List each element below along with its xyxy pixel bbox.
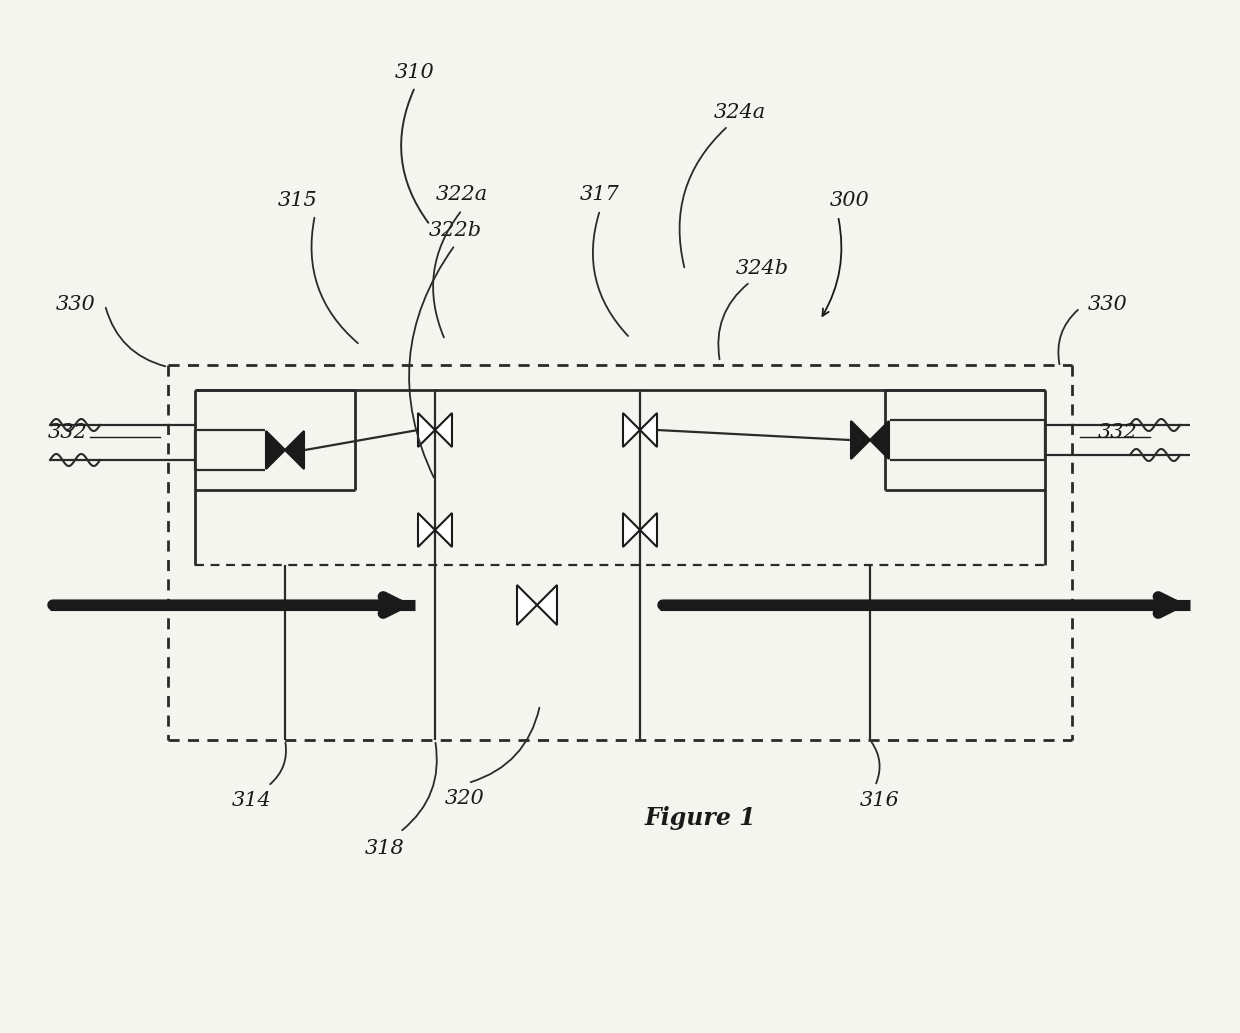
Text: 317: 317 [580, 186, 620, 205]
Polygon shape [640, 513, 657, 547]
Polygon shape [418, 413, 435, 447]
Polygon shape [517, 585, 537, 625]
Polygon shape [435, 413, 453, 447]
Text: 322b: 322b [429, 220, 481, 240]
Text: 322a: 322a [436, 186, 489, 205]
Text: 330: 330 [1089, 295, 1128, 314]
Polygon shape [435, 513, 453, 547]
Text: Figure 1: Figure 1 [645, 806, 756, 829]
Text: 315: 315 [278, 190, 317, 210]
Polygon shape [267, 431, 285, 469]
Text: 318: 318 [365, 839, 405, 857]
Text: 324b: 324b [735, 258, 789, 278]
Text: 314: 314 [232, 790, 272, 810]
Text: 332: 332 [48, 424, 88, 442]
Polygon shape [851, 421, 870, 459]
Text: 316: 316 [861, 790, 900, 810]
Polygon shape [285, 431, 304, 469]
Polygon shape [622, 413, 640, 447]
Polygon shape [622, 513, 640, 547]
Polygon shape [537, 585, 557, 625]
Text: 332: 332 [1099, 424, 1138, 442]
Text: 310: 310 [396, 63, 435, 82]
Text: 330: 330 [56, 295, 95, 314]
Polygon shape [418, 513, 435, 547]
Text: 320: 320 [445, 788, 485, 808]
Polygon shape [870, 421, 889, 459]
Polygon shape [640, 413, 657, 447]
Text: 324a: 324a [714, 102, 766, 122]
Text: 300: 300 [830, 190, 870, 210]
